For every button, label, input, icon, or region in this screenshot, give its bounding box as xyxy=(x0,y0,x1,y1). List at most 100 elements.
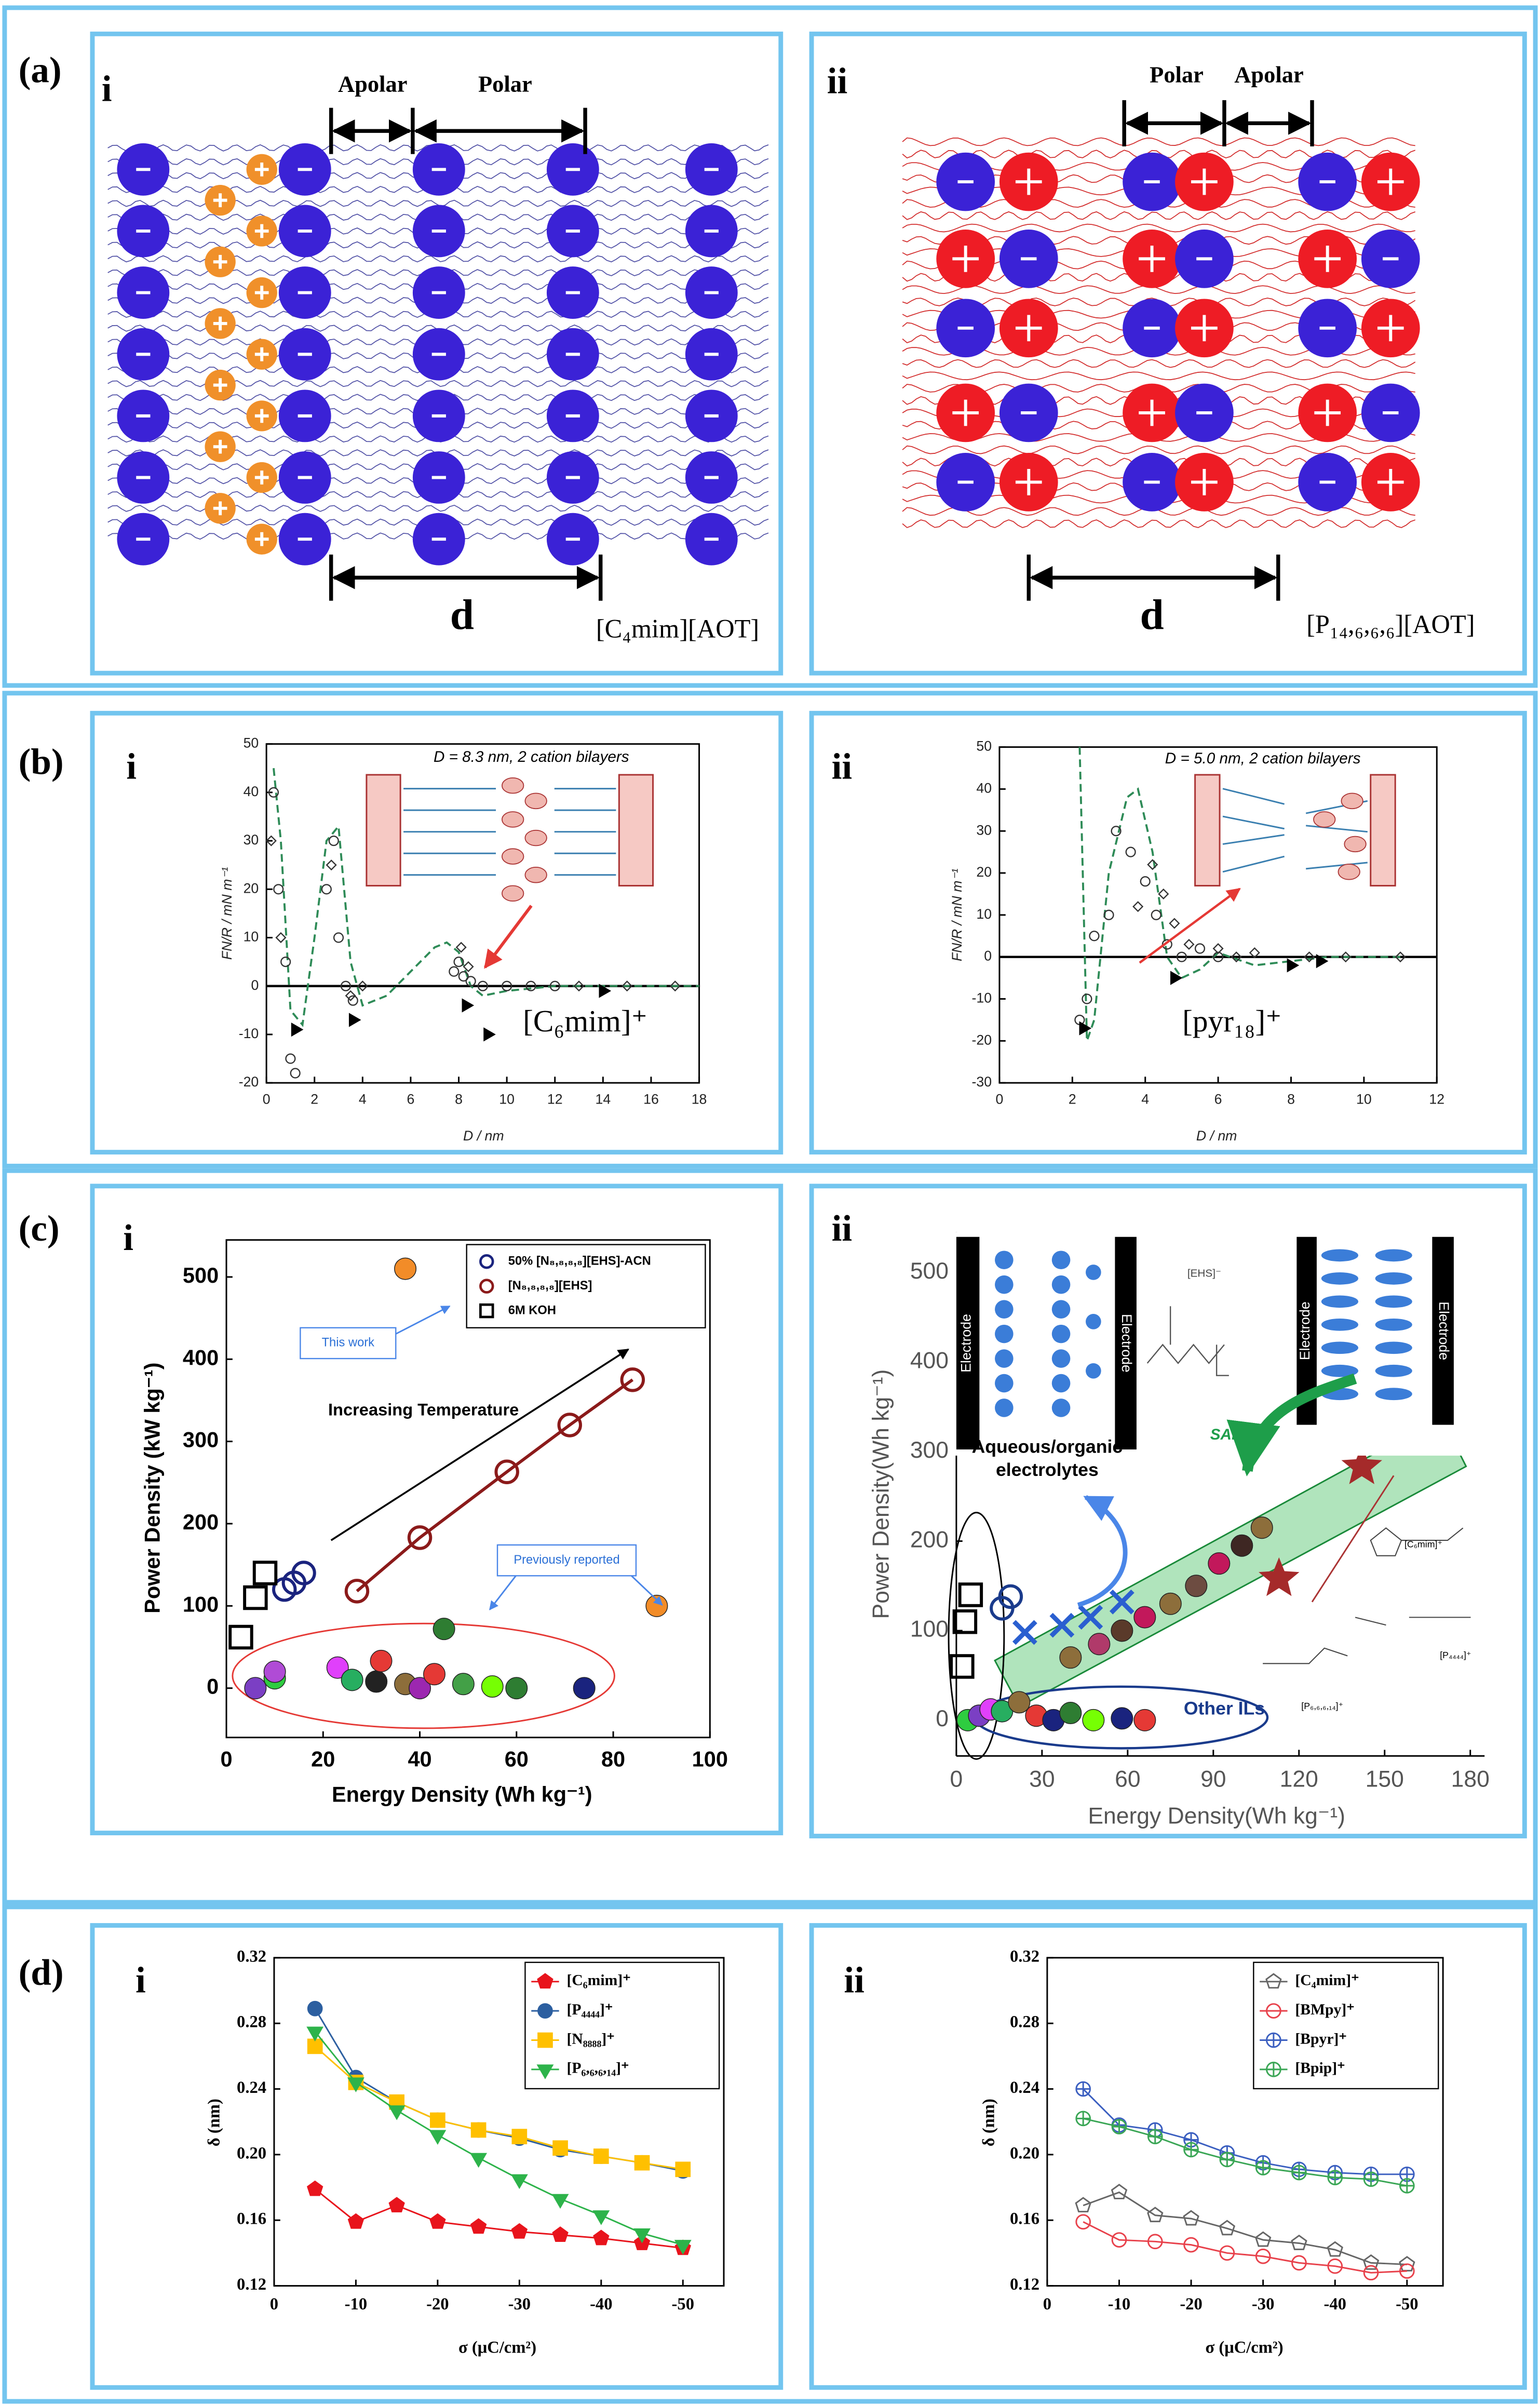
x-tick-label: 10 xyxy=(499,1091,515,1107)
panel-label: (d) xyxy=(19,1953,64,1993)
annotation: D = 5.0 nm, 2 cation bilayers xyxy=(1165,750,1361,767)
charge-sign xyxy=(254,347,269,361)
legend-label: [BMpy]⁺ xyxy=(1295,2001,1355,2018)
sub-label: ii xyxy=(832,1208,853,1249)
data-point xyxy=(1170,971,1183,985)
charge-sign xyxy=(952,245,979,272)
y-axis-label: FN/R / mN m⁻¹ xyxy=(219,867,235,960)
y-tick-label: 20 xyxy=(976,864,992,880)
legend-box xyxy=(524,1961,720,2090)
x-axis-label: σ (μC/cm²) xyxy=(458,2338,536,2357)
data-point xyxy=(950,1654,975,1679)
x-tick-label: -30 xyxy=(1252,2295,1274,2314)
y-tick-label: 0.24 xyxy=(237,2078,266,2097)
y-tick-label: -20 xyxy=(239,1074,259,1090)
data-point xyxy=(1231,1534,1253,1557)
x-tick-label: 6 xyxy=(1214,1091,1222,1107)
data-point xyxy=(268,787,279,798)
x-tick-label: 80 xyxy=(601,1747,625,1771)
charge-sign xyxy=(1015,168,1042,195)
charge-sign xyxy=(1377,315,1404,342)
data-point xyxy=(1075,2111,1091,2127)
data-point xyxy=(557,1413,582,1437)
data-point xyxy=(1249,947,1260,959)
data-point xyxy=(1255,2160,1271,2175)
data-point xyxy=(307,2038,323,2054)
x-tick-label: -50 xyxy=(1396,2295,1418,2314)
data-point xyxy=(1363,2171,1379,2187)
annotation: electrolytes xyxy=(996,1459,1099,1480)
data-point xyxy=(429,2213,446,2229)
legend-marker xyxy=(537,2032,553,2048)
charge-sign xyxy=(254,532,269,546)
data-point xyxy=(573,1677,596,1700)
y-tick-label: 400 xyxy=(183,1345,219,1369)
x-tick-label: 30 xyxy=(1029,1767,1055,1792)
x-tick-label: 0 xyxy=(950,1767,963,1792)
panel-label: (c) xyxy=(19,1208,60,1249)
data-point xyxy=(1183,2237,1199,2253)
data-point xyxy=(645,1594,668,1617)
data-point xyxy=(1291,2234,1307,2250)
legend-marker xyxy=(1266,2062,1281,2077)
y-tick-label: -10 xyxy=(972,990,992,1006)
data-point xyxy=(525,980,536,991)
y-tick-label: 100 xyxy=(910,1617,949,1642)
y-tick-label: 10 xyxy=(976,906,992,922)
data-point xyxy=(483,1027,496,1042)
data-point xyxy=(552,2140,568,2156)
data-point xyxy=(1008,1691,1031,1714)
legend-marker xyxy=(1265,1973,1282,1989)
annotation-arrow xyxy=(631,1575,663,1606)
y-tick-label: 0.32 xyxy=(237,1947,266,1966)
sub-label: i xyxy=(102,69,112,109)
data-point xyxy=(1147,859,1158,870)
electrode-label: Electrode xyxy=(958,1314,974,1373)
y-tick-label: 20 xyxy=(244,880,259,896)
data-point xyxy=(307,2000,323,2017)
data-point xyxy=(341,1669,363,1691)
data-point xyxy=(263,1660,286,1683)
data-point xyxy=(252,1561,278,1585)
data-point xyxy=(1250,1516,1273,1539)
data-point xyxy=(1395,951,1406,963)
series-line xyxy=(1083,2221,1407,2274)
data-point xyxy=(1212,943,1224,955)
y-tick-label: 400 xyxy=(910,1348,949,1374)
legend-label: [Bpyr]⁺ xyxy=(1295,2031,1347,2047)
data-point xyxy=(290,1068,301,1079)
legend-label: [P₄₄₄₄]⁺ xyxy=(566,2001,613,2018)
cation-label: [C₆mim]⁺ xyxy=(1404,1539,1442,1550)
x-tick-label: -30 xyxy=(508,2295,531,2314)
y-tick-label: 0.20 xyxy=(237,2144,266,2162)
data-point xyxy=(273,884,284,895)
data-point xyxy=(365,1670,388,1693)
data-point xyxy=(1132,901,1144,912)
data-point xyxy=(1075,2197,1091,2213)
chain xyxy=(902,519,1416,528)
y-tick-label: 30 xyxy=(244,832,259,848)
frames xyxy=(2,5,1538,2404)
x-tick-label: 18 xyxy=(692,1091,707,1107)
data-point xyxy=(345,990,356,1001)
chain xyxy=(902,445,1415,454)
plot-frame xyxy=(1046,1957,1444,2287)
legend-marker xyxy=(479,1303,494,1319)
plot-frame xyxy=(225,1239,711,1739)
x-tick-label: 2 xyxy=(1069,1091,1076,1107)
data-point xyxy=(348,1013,361,1027)
data-point xyxy=(1111,1707,1133,1730)
data-point xyxy=(470,2218,487,2234)
plot-frame xyxy=(265,743,700,1084)
data-point xyxy=(328,835,339,846)
data-point xyxy=(620,1367,645,1392)
data-point xyxy=(494,1459,519,1484)
data-point xyxy=(1125,846,1136,857)
x-tick-label: 14 xyxy=(596,1091,611,1107)
x-tick-label: 8 xyxy=(1287,1091,1295,1107)
legend-marker xyxy=(536,2064,554,2079)
data-point xyxy=(481,1675,504,1698)
inset-b-ii xyxy=(1139,774,1396,964)
sub-label: i xyxy=(123,1218,133,1258)
